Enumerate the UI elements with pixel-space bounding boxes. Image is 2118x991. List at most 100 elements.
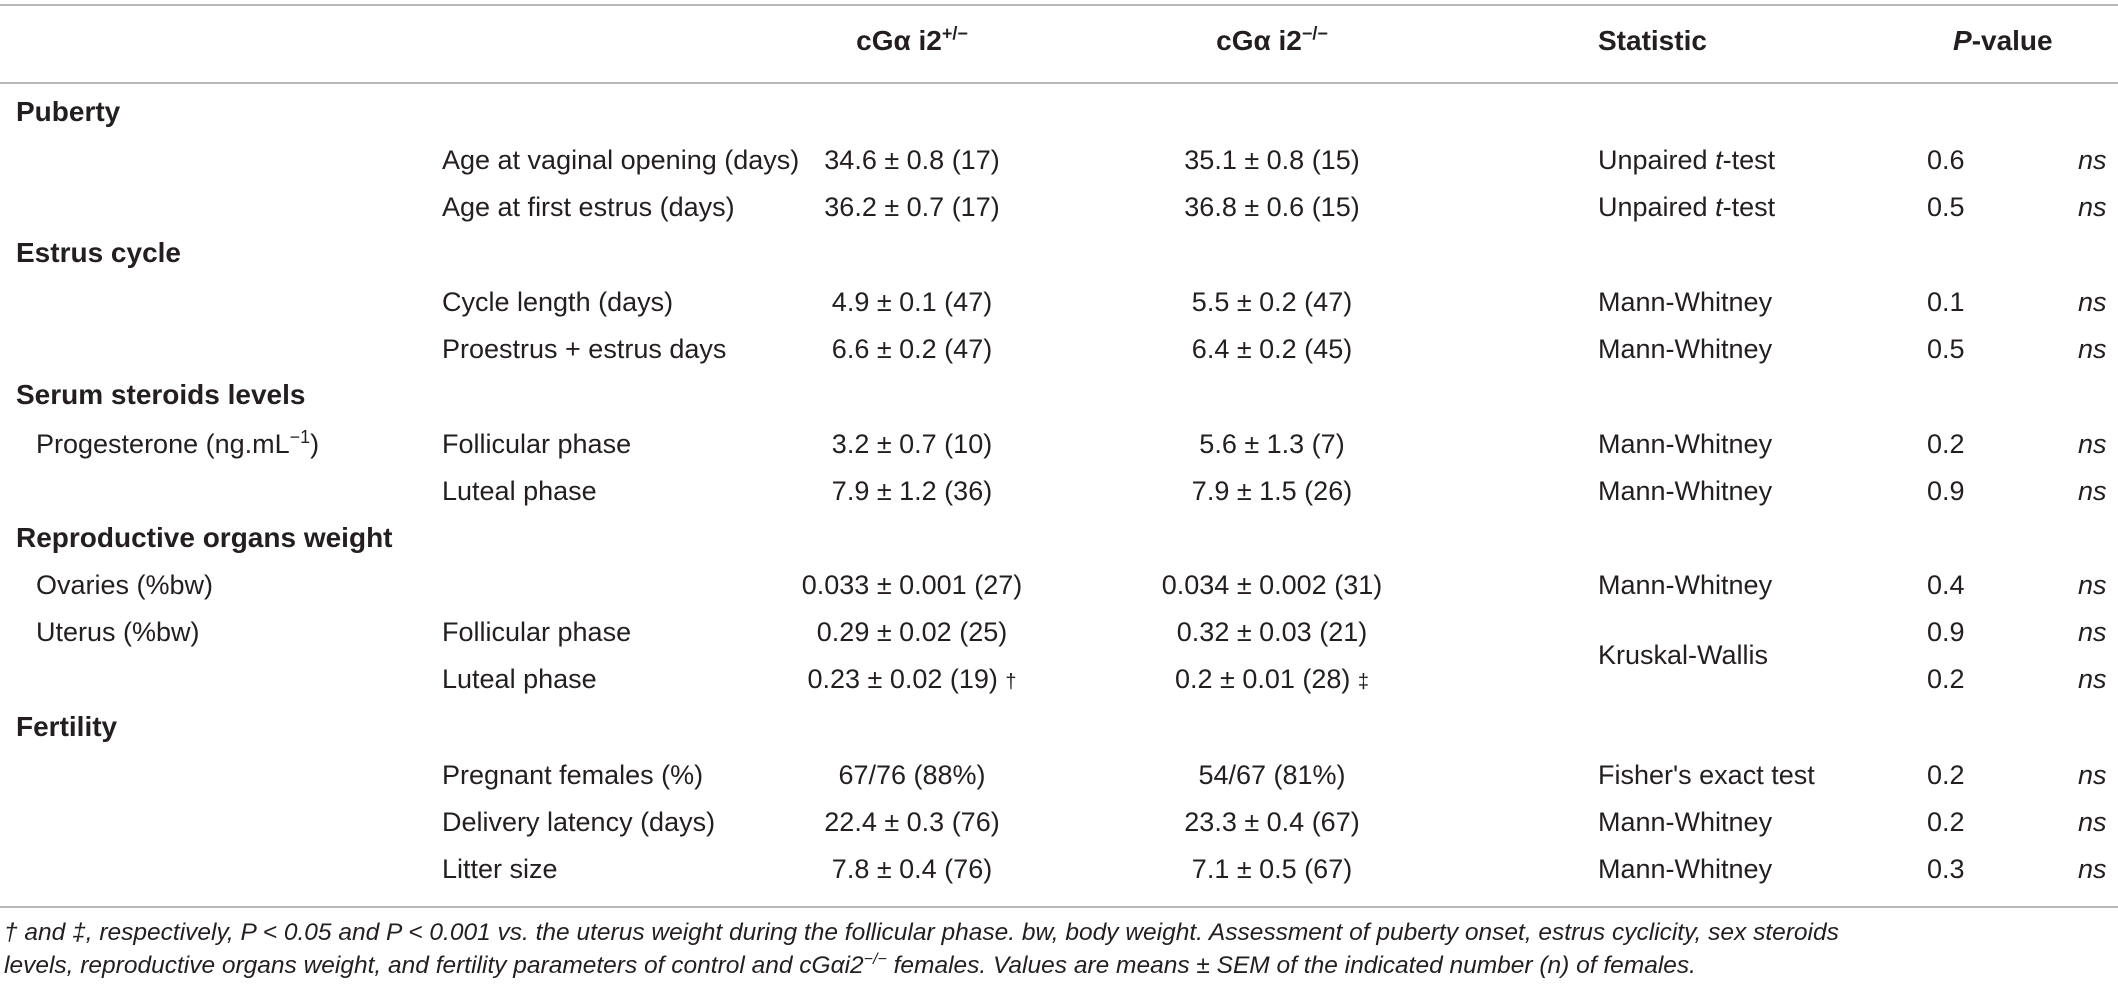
- significance-cell: ns: [2078, 854, 2107, 884]
- header-group1: cGα i2+/−: [856, 23, 968, 56]
- significance-cell: ns: [2078, 145, 2107, 175]
- statistic-cell: Mann-Whitney: [1598, 287, 1773, 317]
- group2-value: 54/67 (81%): [1198, 760, 1346, 790]
- group2-value: 7.1 ± 0.5 (67): [1191, 854, 1353, 884]
- group1-value: 7.8 ± 0.4 (76): [831, 854, 993, 884]
- pvalue-cell: 0.1: [1927, 287, 1965, 317]
- section-row-puberty: Puberty: [0, 92, 2118, 132]
- statistic-cell: Mann-Whitney: [1598, 854, 1773, 884]
- table-footnote: † and ‡, respectively, P < 0.05 and P < …: [4, 916, 2114, 982]
- group1-value: 6.6 ± 0.2 (47): [831, 334, 993, 364]
- footnote-line-1: † and ‡, respectively, P < 0.05 and P < …: [4, 919, 1839, 946]
- pvalue-cell: 0.5: [1927, 334, 1965, 364]
- group2-value: 5.6 ± 1.3 (7): [1199, 429, 1345, 459]
- pvalue-cell: 0.3: [1927, 854, 1965, 884]
- pvalue-cell: 0.2: [1927, 664, 1965, 694]
- pvalue-cell: 0.2: [1927, 429, 1965, 459]
- significance-cell: ns: [2078, 429, 2107, 459]
- group2-value: 5.5 ± 0.2 (47): [1191, 287, 1353, 317]
- table-row: Delivery latency (days) 22.4 ± 0.3 (76) …: [0, 802, 2118, 842]
- statistic-cell: Mann-Whitney: [1598, 570, 1773, 600]
- pvalue-cell: 0.9: [1927, 617, 1965, 647]
- group1-value: 4.9 ± 0.1 (47): [831, 287, 993, 317]
- header-pvalue: P-value: [1953, 25, 2053, 56]
- dagger-mark: †: [1005, 671, 1017, 693]
- parameter-cell: Age at first estrus (days): [442, 192, 735, 222]
- statistic-cell: Mann-Whitney: [1598, 476, 1773, 506]
- group2-value: 0.034 ± 0.002 (31): [1161, 570, 1383, 600]
- statistic-cell: Kruskal-Wallis: [1598, 640, 1769, 670]
- statistic-cell: Unpaired t-test: [1598, 145, 1776, 175]
- parameter-cell: Luteal phase: [442, 476, 597, 506]
- section-row-fertility: Fertility: [0, 707, 2118, 747]
- section-title-estrus: Estrus cycle: [16, 237, 181, 268]
- header-statistic: Statistic: [1598, 25, 1707, 56]
- group2-value: 0.2 ± 0.01 (28) ‡: [1174, 664, 1370, 694]
- parameter-cell: Litter size: [442, 854, 558, 884]
- significance-cell: ns: [2078, 807, 2107, 837]
- parameter-cell: Pregnant females (%): [442, 760, 704, 790]
- section-row-organs: Reproductive organs weight: [0, 518, 2118, 558]
- group-cell: Progesterone (ng.mL−1): [36, 427, 320, 459]
- group1-value: 22.4 ± 0.3 (76): [824, 807, 1000, 837]
- parameter-cell: Cycle length (days): [442, 287, 674, 317]
- table-row: Luteal phase 7.9 ± 1.2 (36) 7.9 ± 1.5 (2…: [0, 471, 2118, 511]
- table-row: Pregnant females (%) 67/76 (88%) 54/67 (…: [0, 755, 2118, 795]
- table-row: Litter size 7.8 ± 0.4 (76) 7.1 ± 0.5 (67…: [0, 849, 2118, 889]
- significance-cell: ns: [2078, 476, 2107, 506]
- section-row-serum: Serum steroids levels: [0, 375, 2118, 415]
- double-dagger-mark: ‡: [1357, 671, 1370, 693]
- pvalue-cell: 0.6: [1927, 145, 1965, 175]
- header-group2: cGα i2−/−: [1216, 23, 1328, 56]
- statistic-cell: Mann-Whitney: [1598, 429, 1773, 459]
- statistic-cell: Unpaired t-test: [1598, 192, 1776, 222]
- uterus-statistic-row: Kruskal-Wallis: [0, 635, 2118, 675]
- pvalue-cell: 0.9: [1927, 476, 1965, 506]
- pvalue-cell: 0.5: [1927, 192, 1965, 222]
- group1-value: 7.9 ± 1.2 (36): [831, 476, 993, 506]
- group2-value: 35.1 ± 0.8 (15): [1184, 145, 1360, 175]
- group1-value: 0.033 ± 0.001 (27): [801, 570, 1023, 600]
- pvalue-cell: 0.2: [1927, 807, 1965, 837]
- group2-value: 7.9 ± 1.5 (26): [1191, 476, 1353, 506]
- statistic-cell: Fisher's exact test: [1598, 760, 1815, 790]
- statistic-cell: Mann-Whitney: [1598, 334, 1773, 364]
- table-row: Proestrus + estrus days 6.6 ± 0.2 (47) 6…: [0, 329, 2118, 369]
- group1-value: 0.23 ± 0.02 (19) †: [807, 664, 1017, 694]
- significance-cell: ns: [2078, 664, 2107, 694]
- table-header-row: cGα i2+/− cGα i2−/− Statistic P-value: [0, 21, 2118, 61]
- table-row: Age at first estrus (days) 36.2 ± 0.7 (1…: [0, 187, 2118, 227]
- significance-cell: ns: [2078, 760, 2107, 790]
- group1-value: 36.2 ± 0.7 (17): [824, 192, 1000, 222]
- significance-cell: ns: [2078, 617, 2107, 647]
- table-header-rule: [0, 82, 2118, 84]
- group-cell: Ovaries (%bw): [36, 570, 214, 600]
- group2-value: 0.32 ± 0.03 (21): [1176, 617, 1368, 647]
- significance-cell: ns: [2078, 192, 2107, 222]
- group1-value: 67/76 (88%): [838, 760, 986, 790]
- section-title-serum: Serum steroids levels: [16, 379, 306, 410]
- section-title-puberty: Puberty: [16, 96, 121, 127]
- table-row: Cycle length (days) 4.9 ± 0.1 (47) 5.5 ±…: [0, 282, 2118, 322]
- pvalue-cell: 0.2: [1927, 760, 1965, 790]
- table-row: Age at vaginal opening (days) 34.6 ± 0.8…: [0, 140, 2118, 180]
- group2-value: 36.8 ± 0.6 (15): [1184, 192, 1360, 222]
- parameter-cell: Follicular phase: [442, 617, 632, 647]
- parameter-cell: Follicular phase: [442, 429, 632, 459]
- group2-value: 6.4 ± 0.2 (45): [1191, 334, 1353, 364]
- footnote-line-2: levels, reproductive organs weight, and …: [4, 950, 1696, 979]
- parameter-cell: Delivery latency (days): [442, 807, 716, 837]
- group1-value: 34.6 ± 0.8 (17): [824, 145, 1000, 175]
- statistic-cell: Mann-Whitney: [1598, 807, 1773, 837]
- group-cell: Uterus (%bw): [36, 617, 200, 647]
- significance-cell: ns: [2078, 570, 2107, 600]
- significance-cell: ns: [2078, 334, 2107, 364]
- table-top-rule: [0, 4, 2118, 6]
- group1-value: 3.2 ± 0.7 (10): [831, 429, 993, 459]
- parameter-cell: Luteal phase: [442, 664, 597, 694]
- section-title-fertility: Fertility: [16, 711, 118, 742]
- table-row: Progesterone (ng.mL−1) Follicular phase …: [0, 424, 2118, 464]
- section-title-organs: Reproductive organs weight: [16, 522, 393, 553]
- table-row: Uterus (%bw) Follicular phase 0.29 ± 0.0…: [0, 612, 2118, 652]
